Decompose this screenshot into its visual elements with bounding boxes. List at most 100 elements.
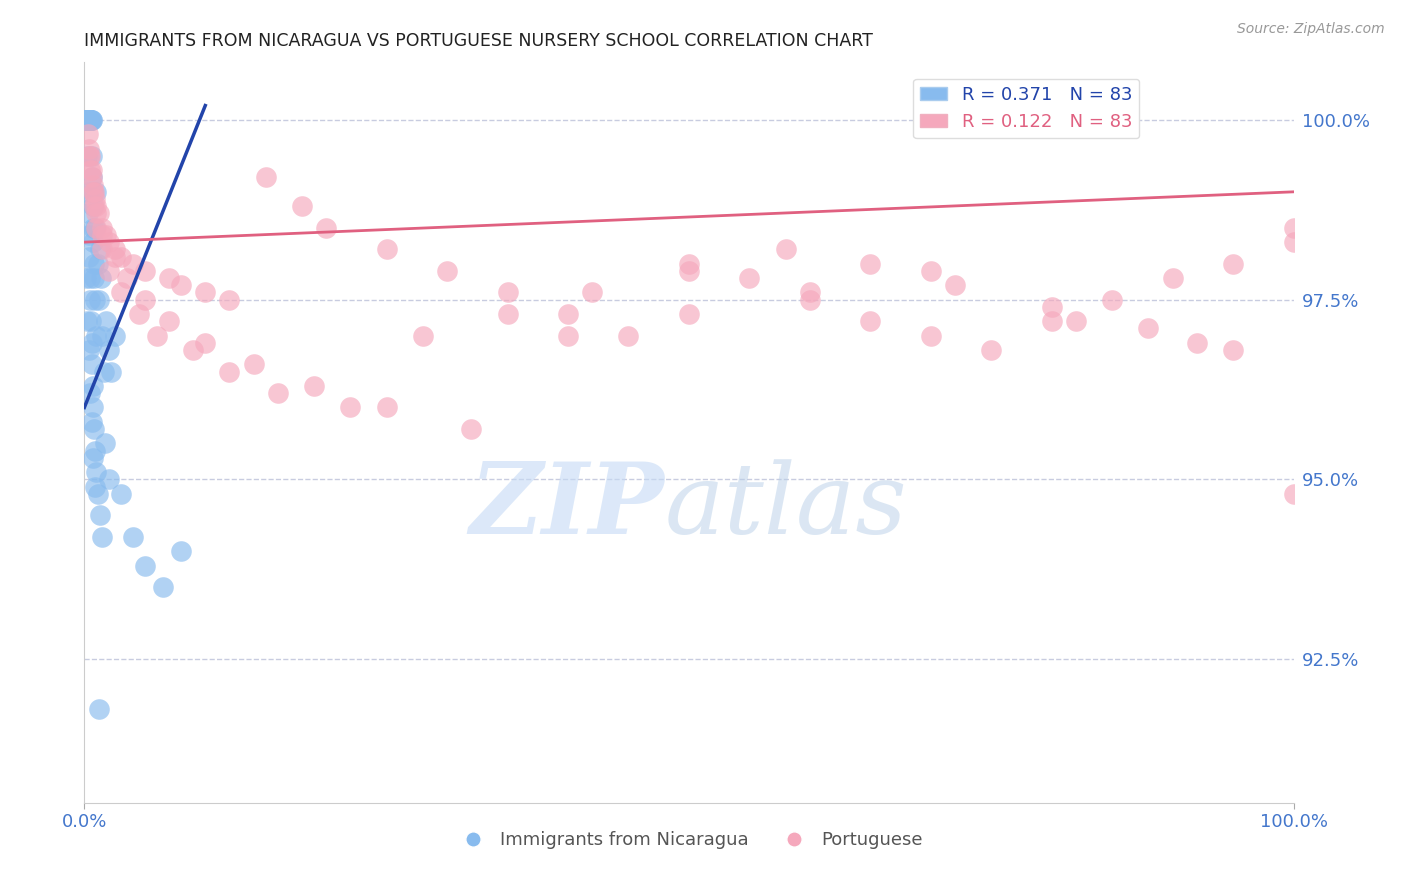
Point bbox=[76, 112, 98, 127]
Point bbox=[77, 112, 100, 127]
Point bbox=[678, 264, 700, 278]
Point bbox=[980, 343, 1002, 357]
Point bbox=[581, 285, 603, 300]
Point bbox=[557, 328, 579, 343]
Point bbox=[82, 357, 104, 371]
Point bbox=[1185, 335, 1208, 350]
Point bbox=[82, 178, 104, 192]
Point bbox=[77, 112, 100, 127]
Point bbox=[1064, 314, 1087, 328]
Point bbox=[291, 199, 314, 213]
Point bbox=[77, 250, 100, 264]
Point bbox=[82, 450, 104, 465]
Point bbox=[218, 365, 240, 379]
Point bbox=[86, 465, 108, 479]
Point bbox=[75, 112, 97, 127]
Point bbox=[460, 422, 482, 436]
Point bbox=[375, 401, 398, 415]
Point bbox=[91, 220, 114, 235]
Point bbox=[157, 314, 180, 328]
Point bbox=[181, 343, 204, 357]
Point bbox=[76, 112, 98, 127]
Point bbox=[86, 257, 108, 271]
Point bbox=[121, 530, 143, 544]
Point bbox=[738, 271, 761, 285]
Point bbox=[170, 278, 193, 293]
Point bbox=[87, 293, 110, 307]
Point bbox=[77, 343, 100, 357]
Point bbox=[134, 293, 156, 307]
Point bbox=[1282, 486, 1305, 500]
Point bbox=[194, 285, 217, 300]
Point bbox=[77, 112, 100, 127]
Point bbox=[91, 328, 114, 343]
Point bbox=[77, 112, 100, 127]
Point bbox=[80, 112, 103, 127]
Point bbox=[79, 163, 101, 178]
Point bbox=[82, 379, 104, 393]
Point bbox=[76, 149, 98, 163]
Point bbox=[87, 206, 110, 220]
Point bbox=[82, 235, 104, 249]
Point bbox=[86, 185, 108, 199]
Point bbox=[80, 112, 103, 127]
Point bbox=[77, 112, 100, 127]
Point bbox=[77, 112, 100, 127]
Point bbox=[617, 328, 640, 343]
Point bbox=[76, 314, 98, 328]
Point bbox=[339, 401, 361, 415]
Point bbox=[82, 220, 104, 235]
Point bbox=[82, 199, 104, 213]
Point bbox=[94, 227, 117, 242]
Point bbox=[84, 192, 107, 206]
Point bbox=[104, 250, 127, 264]
Point bbox=[86, 486, 108, 500]
Point bbox=[170, 544, 193, 558]
Point bbox=[77, 142, 100, 156]
Point bbox=[76, 112, 98, 127]
Point bbox=[104, 328, 127, 343]
Point bbox=[83, 271, 105, 285]
Point bbox=[218, 293, 240, 307]
Point bbox=[80, 112, 103, 127]
Point bbox=[121, 257, 143, 271]
Point bbox=[83, 257, 105, 271]
Point bbox=[1040, 314, 1063, 328]
Point bbox=[84, 443, 107, 458]
Point bbox=[859, 314, 882, 328]
Point bbox=[93, 365, 115, 379]
Point bbox=[678, 307, 700, 321]
Point bbox=[86, 199, 108, 213]
Point bbox=[1222, 343, 1244, 357]
Point bbox=[84, 479, 107, 493]
Point bbox=[77, 112, 100, 127]
Point bbox=[79, 293, 101, 307]
Point bbox=[128, 307, 150, 321]
Point bbox=[84, 293, 107, 307]
Point bbox=[79, 112, 101, 127]
Point bbox=[1040, 300, 1063, 314]
Point bbox=[75, 112, 97, 127]
Point bbox=[1282, 235, 1305, 249]
Point bbox=[1101, 293, 1123, 307]
Point bbox=[110, 285, 132, 300]
Point bbox=[920, 328, 942, 343]
Point bbox=[75, 112, 97, 127]
Point bbox=[254, 170, 277, 185]
Point bbox=[496, 285, 519, 300]
Point bbox=[91, 243, 114, 257]
Point bbox=[77, 206, 100, 220]
Point bbox=[83, 422, 105, 436]
Point bbox=[79, 112, 101, 127]
Point bbox=[302, 379, 325, 393]
Point bbox=[75, 271, 97, 285]
Point bbox=[86, 220, 108, 235]
Point bbox=[194, 335, 217, 350]
Point bbox=[943, 278, 966, 293]
Point bbox=[920, 264, 942, 278]
Text: Source: ZipAtlas.com: Source: ZipAtlas.com bbox=[1237, 22, 1385, 37]
Point bbox=[82, 170, 104, 185]
Legend: Immigrants from Nicaragua, Portuguese: Immigrants from Nicaragua, Portuguese bbox=[449, 824, 929, 856]
Point bbox=[82, 185, 104, 199]
Point bbox=[82, 149, 104, 163]
